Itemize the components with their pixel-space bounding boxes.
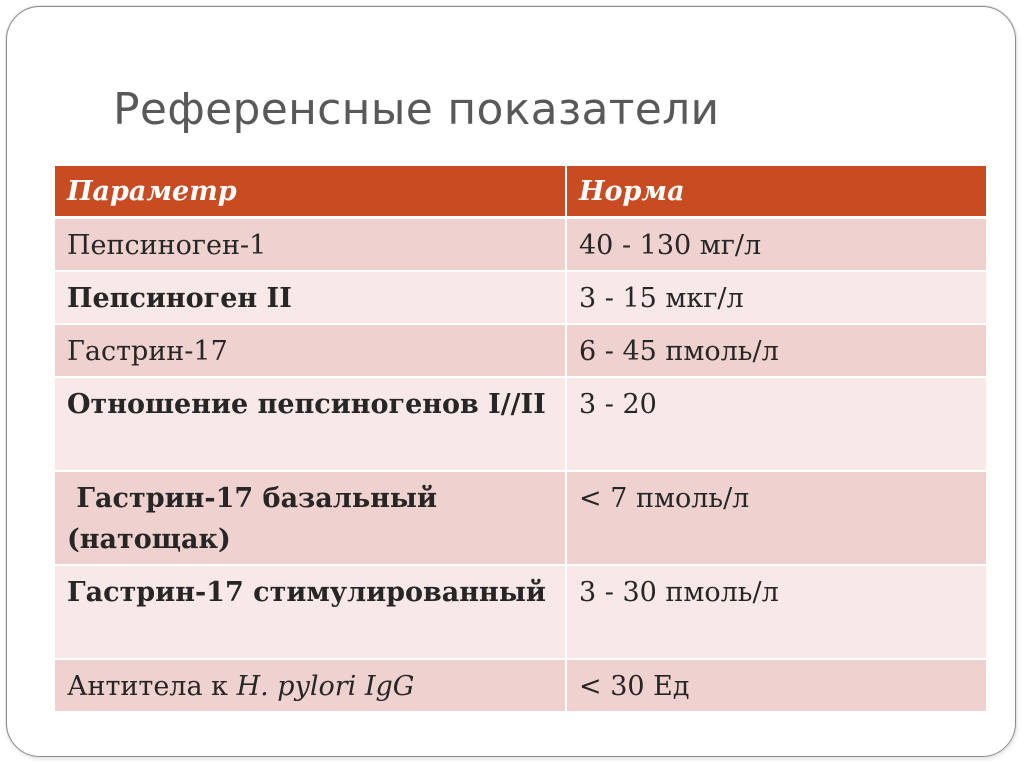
table-row: Отношение пепсиногенов I//II 3 - 20: [55, 377, 986, 472]
param-cell: Гастрин-17: [55, 324, 567, 378]
param-cell: Гастрин-17 стимулированный: [55, 565, 567, 660]
norm-cell: 3 - 30 пмоль/л: [566, 565, 986, 660]
norm-cell: 40 - 130 мг/л: [566, 217, 986, 272]
param-italic: H. pylori IgG: [236, 671, 415, 702]
param-cell: Отношение пепсиногенов I//II: [55, 377, 567, 472]
reference-table: Параметр Норма Пепсиноген-1 40 - 130 мг/…: [55, 166, 986, 713]
slide-title: Референсные показатели: [113, 84, 720, 135]
table-row: Антитела к H. pylori IgG < 30 Ед: [55, 659, 986, 713]
norm-cell: < 30 Ед: [566, 659, 986, 713]
param-cell: Пепсиноген-1: [55, 217, 567, 272]
norm-cell: 3 - 20: [566, 377, 986, 472]
table-row: Пепсиноген-1 40 - 130 мг/л: [55, 217, 986, 272]
column-header-parameter: Параметр: [55, 166, 567, 219]
table-row: Пепсиноген II 3 - 15 мкг/л: [55, 271, 986, 325]
table-header-row: Параметр Норма: [55, 166, 986, 219]
table-row: Гастрин-17 базальный (натощак) < 7 пмоль…: [55, 471, 986, 566]
column-header-norm: Норма: [566, 166, 986, 219]
param-cell: Антитела к H. pylori IgG: [55, 659, 567, 713]
param-cell: Пепсиноген II: [55, 271, 567, 325]
param-cell: Гастрин-17 базальный (натощак): [55, 471, 567, 566]
norm-cell: 3 - 15 мкг/л: [566, 271, 986, 325]
table-row: Гастрин-17 стимулированный 3 - 30 пмоль/…: [55, 565, 986, 660]
table-row: Гастрин-17 6 - 45 пмоль/л: [55, 324, 986, 378]
norm-cell: < 7 пмоль/л: [566, 471, 986, 566]
norm-cell: 6 - 45 пмоль/л: [566, 324, 986, 378]
param-prefix: Антитела к: [67, 671, 237, 702]
